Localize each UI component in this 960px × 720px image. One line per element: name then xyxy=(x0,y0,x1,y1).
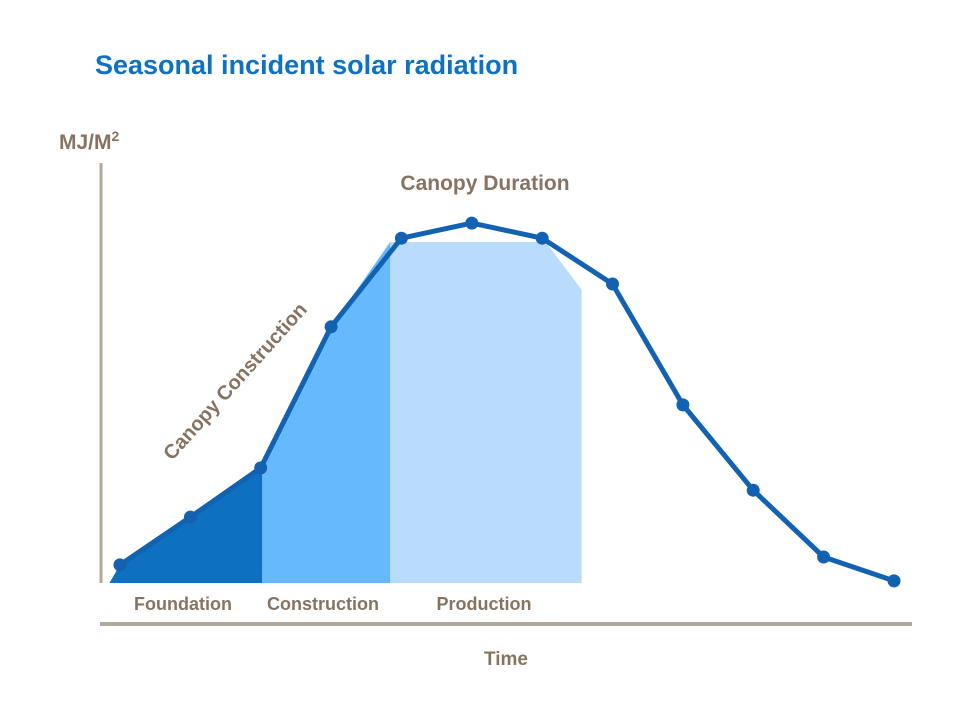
data-point-marker xyxy=(254,461,268,475)
data-point-marker xyxy=(324,320,338,334)
data-point-marker xyxy=(535,231,549,245)
y-axis-label: MJ/M2 xyxy=(59,128,119,155)
data-point-marker xyxy=(394,231,408,245)
y-axis-label-superscript: 2 xyxy=(111,128,120,144)
y-axis-label-text: MJ/M xyxy=(59,131,112,154)
data-point-marker xyxy=(676,398,690,412)
data-point-marker xyxy=(606,277,619,291)
radiation-curve xyxy=(117,220,897,584)
region-label-construction: Construction xyxy=(267,594,379,614)
chart-title: Seasonal incident solar radiation xyxy=(95,50,519,80)
region-fill-construction xyxy=(262,242,391,583)
region-label-foundation: Foundation xyxy=(134,594,232,614)
data-point-marker xyxy=(887,574,901,588)
annotation-canopy-duration: Canopy Duration xyxy=(400,172,570,195)
region-label-production: Production xyxy=(436,594,532,614)
region-fill-production xyxy=(390,242,582,583)
data-point-marker xyxy=(465,216,479,230)
data-point-marker xyxy=(183,510,197,524)
data-point-marker xyxy=(746,483,760,497)
x-axis-label: Time xyxy=(483,649,529,670)
data-point-marker xyxy=(817,550,831,564)
data-point-marker xyxy=(113,558,127,572)
